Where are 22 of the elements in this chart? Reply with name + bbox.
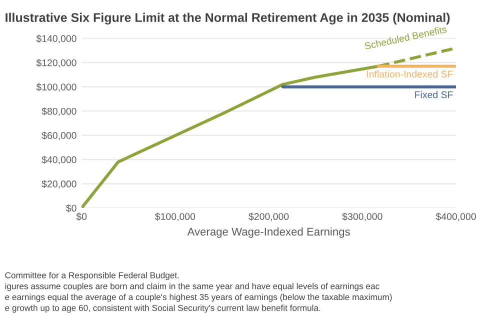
text: e growth up to age 60, consistent with Social Security's current law benefit formula. xyxy=(5,304,320,313)
y-tick-label: $80,000 xyxy=(42,107,76,116)
y-tick-label: $100,000 xyxy=(36,83,76,92)
y-tick-label: $40,000 xyxy=(42,156,76,164)
x-tick-label: $100,000 xyxy=(155,212,196,222)
x-tick-label: $0 xyxy=(76,212,87,221)
x-tick-label: $300,000 xyxy=(342,212,382,222)
y-tick-label: $120,000 xyxy=(36,58,76,68)
chart-title: Illustrative Six Figure Limit at the Normal Retirement Age in 2035 (Nominal) xyxy=(6,12,450,25)
y-tick-label: $0 xyxy=(66,204,76,212)
series-label: Inflation-Indexed SF xyxy=(367,70,453,78)
x-tick-label: $200,000 xyxy=(248,212,289,222)
series-label: Fixed SF xyxy=(415,91,453,98)
text: Committee for a Responsible Federal Budget. xyxy=(5,272,179,280)
text: igures assume couples are born and claim in the same year and have equal levels of earnings eac xyxy=(5,282,380,291)
y-tick-label: $60,000 xyxy=(42,132,76,140)
x-axis-title: Average Wage-Indexed Earnings xyxy=(187,227,350,238)
y-tick-label: $140,000 xyxy=(36,34,76,44)
y-tick-label: $20,000 xyxy=(42,180,76,189)
text: Scheduled Benefits xyxy=(364,25,447,50)
text: e earnings equal the average of a couple's highest 35 years of earnings (below the taxable maximum) xyxy=(5,294,392,302)
x-tick-label: $400,000 xyxy=(436,212,476,222)
